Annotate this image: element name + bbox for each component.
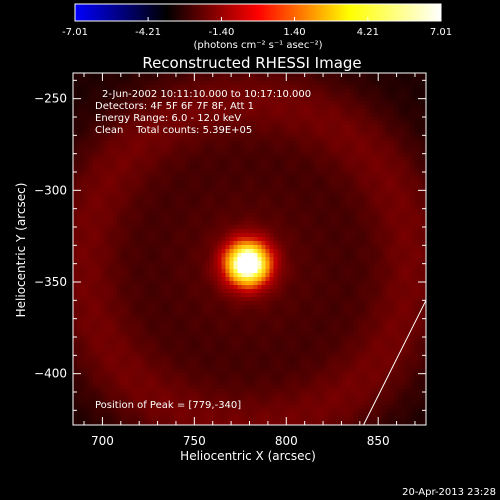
annotation-block: 2-Jun-2002 10:11:10.000 to 10:17:10.000 … bbox=[95, 89, 311, 136]
y-tick-label: −400 bbox=[34, 367, 67, 381]
colorbar-tick-label: 1.40 bbox=[283, 27, 305, 38]
chart-title: Reconstructed RHESSI Image bbox=[142, 54, 361, 72]
x-tick-label: 850 bbox=[367, 434, 390, 448]
x-axis-label: Heliocentric X (arcsec) bbox=[180, 449, 316, 463]
annotation-detectors: Detectors: 4F 5F 6F 7F 8F, Att 1 bbox=[95, 101, 254, 112]
heatmap-image bbox=[73, 73, 426, 425]
annotation-energy-range: Energy Range: 6.0 - 12.0 keV bbox=[95, 113, 241, 124]
peak-position-label: Position of Peak = [779,-340] bbox=[95, 400, 241, 411]
x-tick-label: 800 bbox=[275, 434, 298, 448]
x-tick-label: 700 bbox=[91, 434, 114, 448]
colorbar-tick-label: -7.01 bbox=[62, 27, 88, 38]
colorbar-ticks: -7.01 -4.21 -1.40 1.40 4.21 7.01 bbox=[62, 17, 452, 38]
annotation-clean-counts: Clean Total counts: 5.39E+05 bbox=[95, 125, 252, 136]
colorbar-tick-label: 4.21 bbox=[357, 27, 379, 38]
y-axis-label: Heliocentric Y (arcsec) bbox=[14, 183, 28, 318]
colorbar-tick-label: 7.01 bbox=[430, 27, 452, 38]
image-plot-area bbox=[73, 73, 427, 426]
colorbar-tick-label: -4.21 bbox=[135, 27, 161, 38]
y-tick-label: −250 bbox=[34, 92, 67, 106]
solar-limb-line bbox=[363, 300, 427, 426]
colorbar-tick-label: -1.40 bbox=[209, 27, 235, 38]
colorbar-unit-label: (photons cm⁻² s⁻¹ asec⁻²) bbox=[193, 40, 322, 51]
colorbar bbox=[74, 3, 442, 22]
y-tick-label: −300 bbox=[34, 183, 67, 197]
annotation-time-range: 2-Jun-2002 10:11:10.000 to 10:17:10.000 bbox=[102, 89, 311, 100]
axis-ticks: 700 750 800 850 −250 −300 −350 −400 bbox=[34, 73, 426, 448]
x-tick-label: 750 bbox=[183, 434, 206, 448]
footer-timestamp: 20-Apr-2013 23:28 bbox=[402, 487, 496, 498]
y-tick-label: −350 bbox=[34, 275, 67, 289]
